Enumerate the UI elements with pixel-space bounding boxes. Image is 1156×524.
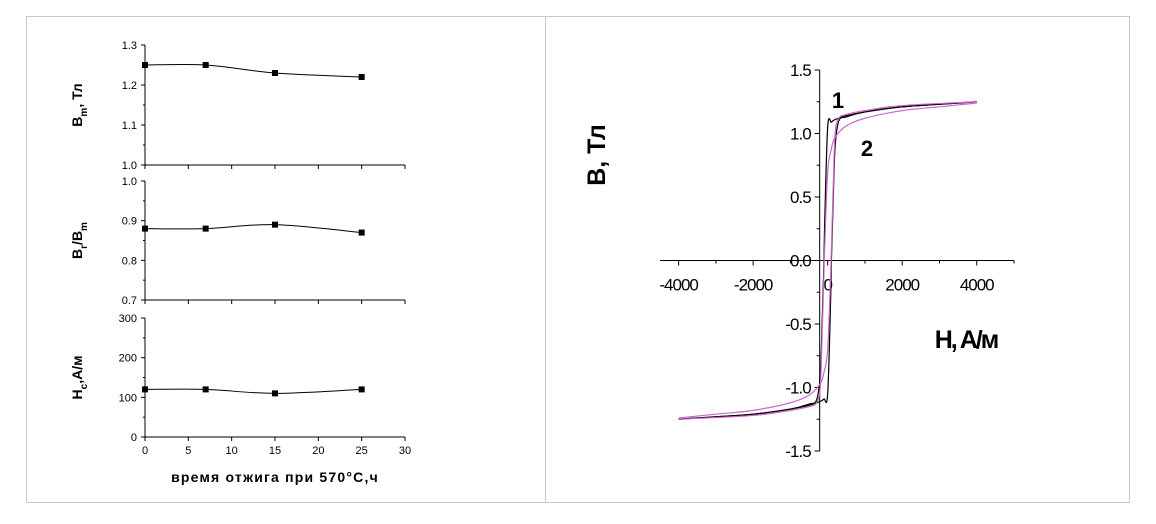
x-tick-label: 10 [226, 445, 238, 457]
panel-divider [545, 16, 546, 503]
annealing-time-charts: 1.01.11.21.3Bm, Тл0.70.80.91.0Br/Bm01002… [69, 40, 411, 485]
x-axis-label: время отжига при 570°С,ч [171, 469, 379, 485]
x-tick-label: 15 [269, 445, 281, 457]
y-tick-label: 1.3 [122, 40, 137, 52]
y-axis-label-part: m [79, 108, 90, 117]
data-point [358, 229, 365, 236]
y-tick-label: 1.1 [122, 120, 137, 132]
data-point [272, 390, 278, 397]
curve-label-1: 1 [832, 88, 844, 113]
y-axis-label: Hc,A/м [69, 356, 90, 400]
y-axis-label-part: r [79, 245, 90, 249]
y-tick-label: 1.0 [122, 160, 137, 172]
x-axis-label: H, A/м [935, 326, 998, 354]
y-tick-label: 1.0 [122, 176, 137, 188]
panel-Hc: 0 100 200 300 0 5 10 15 20 25 30 Hc,A/м время отжига… [69, 313, 411, 485]
y-axis-label-part: /B [69, 231, 85, 245]
y-axis-label-part: m [79, 222, 90, 231]
y-tick-label: -1.0 [785, 379, 811, 398]
data-point [202, 225, 209, 232]
x-tick-label: -2000 [734, 276, 773, 295]
series-line [144, 63, 362, 78]
figure-frame [26, 16, 1130, 503]
x-tick-label: 0 [823, 276, 832, 295]
y-axis-label: B, Тл [583, 124, 611, 186]
x-tick-label: 4000 [960, 276, 994, 295]
y-axis-label: Bm, Тл [69, 83, 90, 126]
y-tick-label: 0 [131, 432, 137, 444]
data-point [202, 386, 209, 393]
hysteresis-upper-branch-2 [678, 102, 977, 420]
x-tick-label: 20 [312, 445, 324, 457]
x-tick-label: 0 [142, 445, 148, 457]
y-axis-label: Br/Bm [69, 222, 90, 259]
x-tick-label: 2000 [885, 276, 919, 295]
hysteresis-lower-branch-2 [678, 101, 977, 419]
y-tick-label: 300 [119, 313, 137, 325]
y-axis-label-part: , Тл [69, 83, 85, 107]
x-tick-label: 25 [356, 445, 368, 457]
panel-BrBm: 0.7 0.8 0.9 1.0 Br/Bm [69, 176, 406, 307]
y-axis-label-part: B [69, 117, 85, 127]
panel-Bm: 1.0 1.1 1.2 1.3 Bm, Тл [69, 40, 406, 172]
y-tick-label: 0.0 [790, 252, 811, 271]
y-axis-label-part: B [69, 249, 85, 259]
y-tick-label: 1.5 [790, 61, 811, 80]
curve-label-2: 2 [861, 136, 873, 161]
y-tick-label: 0.8 [122, 255, 137, 267]
series-line [144, 388, 362, 394]
y-tick-label: 0.7 [122, 295, 137, 307]
y-axis-label-part: H [69, 389, 85, 399]
y-tick-label: 100 [119, 392, 137, 404]
panel-hysteresis: -1.5 -1.0 -0.5 0.0 0.5 1.0 1.5 -4000 -2000 0 2000 4… [583, 61, 1015, 461]
y-axis-label-part: ,A/м [69, 356, 85, 384]
y-axis-label-part: c [79, 383, 90, 389]
data-point [202, 62, 209, 68]
y-tick-label: -1.5 [785, 442, 811, 461]
y-tick-label: 200 [119, 353, 137, 365]
data-point [142, 386, 148, 393]
hysteresis-lower-branch-1 [678, 101, 977, 420]
y-tick-label: 1.2 [122, 80, 137, 92]
y-tick-label: 1.0 [790, 125, 811, 144]
data-point [142, 62, 148, 68]
x-tick-label: 30 [399, 445, 411, 457]
data-point [358, 74, 365, 80]
x-tick-label: -4000 [659, 276, 698, 295]
x-tick-label: 5 [185, 445, 191, 457]
data-point [272, 221, 278, 228]
series-line [144, 224, 362, 234]
data-point [142, 225, 148, 232]
data-point [272, 70, 278, 76]
data-point [358, 386, 365, 393]
y-tick-label: 0.5 [790, 188, 811, 207]
y-tick-label: -0.5 [785, 315, 811, 334]
y-tick-label: 0.9 [122, 216, 137, 228]
